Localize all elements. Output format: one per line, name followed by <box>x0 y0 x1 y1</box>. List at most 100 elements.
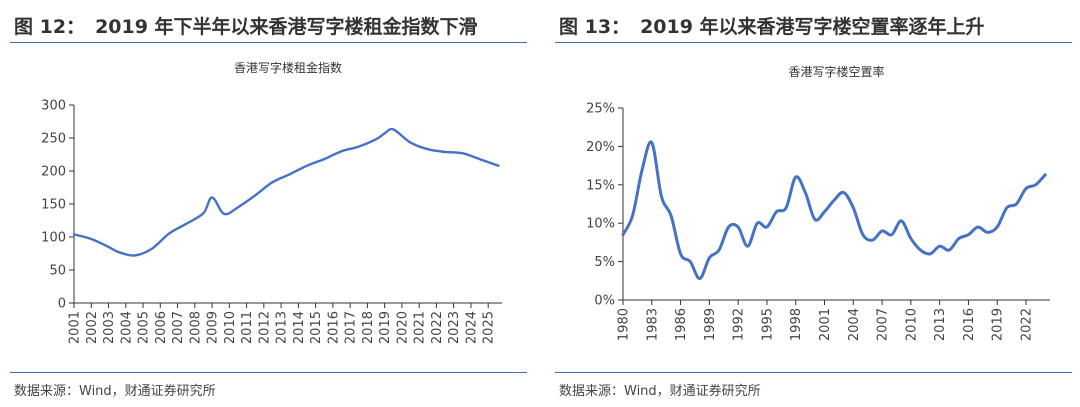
vacancy-data-point <box>651 142 652 143</box>
vacancy-data-point <box>795 177 796 178</box>
rent-data-point <box>151 248 152 249</box>
vacancy-data-point <box>1035 184 1036 185</box>
rent-data-point <box>462 153 463 154</box>
x-tick-label: 2018 <box>361 311 376 344</box>
vacancy-data-point <box>747 246 748 247</box>
figure-13-caption: 2019 年以来香港写字楼空置率逐年上升 <box>640 16 985 38</box>
vacancy-data-point <box>776 211 777 212</box>
x-tick-label: 2021 <box>413 311 428 344</box>
rent-data-point <box>358 146 359 147</box>
vacancy-data-point <box>757 223 758 224</box>
vacancy-data-point <box>805 192 806 193</box>
vacancy-data-point <box>977 226 978 227</box>
vacancy-data-point <box>814 219 815 220</box>
vacancy-data-point <box>738 226 739 227</box>
rent-data-point <box>108 246 109 247</box>
vacancy-data-point <box>699 278 700 279</box>
rent-data-point <box>289 174 290 175</box>
vacancy-data-point <box>891 234 892 235</box>
vacancy-data-point <box>709 257 710 258</box>
vacancy-data-point <box>718 250 719 251</box>
vacancy-data-point <box>622 234 623 235</box>
x-tick-label: 2011 <box>240 311 255 344</box>
x-tick-label: 2015 <box>309 311 324 344</box>
rent-data-point <box>237 207 238 208</box>
x-tick-label: 2013 <box>275 311 290 344</box>
x-tick-label: 2020 <box>395 311 410 344</box>
x-tick-label: 2003 <box>102 311 117 344</box>
y-tick-label: 300 <box>41 99 66 114</box>
y-tick-label: 10% <box>586 217 615 232</box>
vacancy-data-point <box>930 253 931 254</box>
x-tick-label: 2010 <box>904 308 919 341</box>
vacancy-data-point <box>901 220 902 221</box>
rent-data-point <box>384 133 385 134</box>
rent-data-point <box>186 223 187 224</box>
vacancy-data-point <box>949 250 950 251</box>
vacancy-data-point <box>968 234 969 235</box>
x-tick-label: 2006 <box>154 311 169 344</box>
vacancy-data-point <box>997 226 998 227</box>
rent-data-point <box>168 233 169 234</box>
x-tick-label: 2008 <box>188 311 203 344</box>
x-tick-label: 2022 <box>1020 308 1035 341</box>
vacancy-data-point <box>642 169 643 170</box>
x-tick-label: 2002 <box>85 311 100 344</box>
y-tick-label: 50 <box>49 264 66 279</box>
figure-13-title: 图 13： 2019 年以来香港写字楼空置率逐年上升 <box>559 12 985 39</box>
x-tick-label: 2009 <box>206 311 221 344</box>
vacancy-data-point <box>670 215 671 216</box>
rent-data-point <box>427 149 428 150</box>
rent-data-point <box>498 165 499 166</box>
figure-13-number: 图 13： <box>559 16 631 38</box>
rent-data-point <box>393 129 394 130</box>
x-tick-label: 2017 <box>344 311 359 344</box>
rent-data-point <box>91 238 92 239</box>
vacancy-data-point <box>939 246 940 247</box>
x-tick-label: 2005 <box>137 311 152 344</box>
x-tick-label: 2010 <box>223 311 238 344</box>
rent-data-point <box>272 182 273 183</box>
y-tick-label: 25% <box>586 102 615 117</box>
x-tick-label: 1983 <box>645 308 660 341</box>
vacancy-data-point <box>786 207 787 208</box>
vacancy-data-point <box>824 211 825 212</box>
x-tick-label: 2004 <box>847 308 862 341</box>
x-tick-label: 2014 <box>292 311 307 344</box>
y-tick-label: 0% <box>594 294 615 309</box>
x-tick-label: 2007 <box>876 308 891 341</box>
vacancy-data-point <box>728 226 729 227</box>
vacancy-data-point <box>958 238 959 239</box>
rent-data-point <box>324 159 325 160</box>
figure-12-panel: 图 12： 2019 年下半年以来香港写字楼租金指数下滑 香港写字楼租金指数 0 50… <box>0 0 535 407</box>
rent-data-point <box>73 234 74 235</box>
vacancy-data-point <box>987 232 988 233</box>
vacancy-data-point <box>1016 203 1017 204</box>
rent-data-point <box>479 159 480 160</box>
vacancy-data-point <box>1025 188 1026 189</box>
figure-12-title: 图 12： 2019 年下半年以来香港写字楼租金指数下滑 <box>14 12 478 39</box>
vacancy-data-point <box>882 230 883 231</box>
x-tick-label: 1980 <box>617 308 632 341</box>
vacancy-data-point <box>920 250 921 251</box>
vacancy-series-line <box>621 140 1047 280</box>
rent-series-line <box>72 127 500 257</box>
vacancy-data-point <box>766 226 767 227</box>
chart-title: 香港写字楼空置率 <box>788 64 884 79</box>
x-tick-label: 2023 <box>447 311 462 344</box>
figure-12-caption: 2019 年下半年以来香港写字楼租金指数下滑 <box>95 16 478 38</box>
vacancy-data-point <box>690 261 691 262</box>
vacancy-data-point <box>680 253 681 254</box>
rent-data-point <box>375 139 376 140</box>
x-tick-label: 2022 <box>430 311 445 344</box>
figure-12-top-rule <box>10 42 527 43</box>
figure-13-source-note: 数据来源：Wind，财通证券研究所 <box>559 384 761 399</box>
y-tick-label: 15% <box>586 178 615 193</box>
figure-13-panel: 图 13： 2019 年以来香港写字楼空置率逐年上升 香港写字楼空置率 0% 5% 10… <box>545 0 1080 407</box>
x-tick-label: 2007 <box>171 311 186 344</box>
rent-data-point <box>134 255 135 256</box>
y-tick-label: 250 <box>41 132 66 147</box>
x-tick-label: 2025 <box>482 311 497 344</box>
rent-data-point <box>212 197 213 198</box>
